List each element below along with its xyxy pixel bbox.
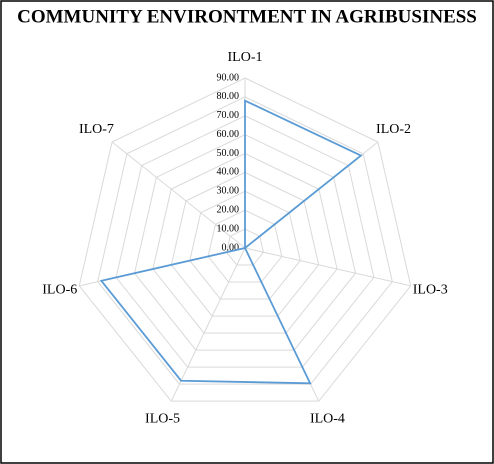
r-tick-label: 70.00 [217,110,240,121]
r-tick-label: 50.00 [217,148,240,159]
category-label: ILO-1 [228,50,263,65]
r-tick-label: 40.00 [217,167,240,178]
r-tick-label: 90.00 [217,72,240,83]
r-tick-label: 60.00 [217,129,240,140]
grid-ring [170,171,320,317]
category-label: ILO-7 [79,122,114,137]
r-tick-label: 0.00 [222,242,240,253]
grid-ring [226,228,264,266]
spoke [170,247,246,402]
category-label: ILO-4 [310,411,345,426]
category-label: ILO-6 [42,282,77,297]
category-label: ILO-3 [413,282,448,297]
category-label: ILO-2 [376,122,411,137]
grid-ring [78,77,412,402]
r-tick-label: 10.00 [217,223,240,234]
grid-ring [97,96,393,385]
radar-line [99,99,363,385]
grid-ring [115,115,375,368]
r-tick-label: 80.00 [217,91,240,102]
spoke [244,247,411,287]
r-tick-label: 20.00 [217,205,240,216]
spoke [111,141,246,249]
grid-ring [189,190,301,300]
chart-title: COMMUNITY ENVIRONTMENT IN AGRIBUSINESS [17,6,477,27]
r-tick-label: 30.00 [217,186,240,197]
grid-ring [152,153,338,334]
grid-ring [207,209,283,283]
grid-ring [133,134,357,351]
category-label: ILO-5 [145,411,180,426]
